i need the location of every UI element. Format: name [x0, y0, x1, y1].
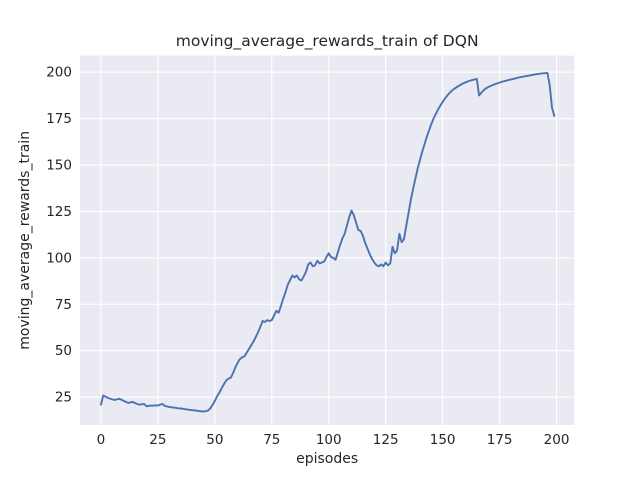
y-tick-label: 200	[46, 65, 72, 81]
y-tick-label: 125	[46, 204, 72, 220]
x-tick-label: 25	[149, 432, 166, 448]
y-axis-label: moving_average_rewards_train	[17, 131, 33, 350]
x-tick-label: 200	[544, 432, 570, 448]
x-tick-label: 125	[373, 432, 399, 448]
x-tick-label: 175	[487, 432, 513, 448]
chart-title: moving_average_rewards_train of DQN	[176, 32, 479, 51]
x-tick-label: 50	[206, 432, 223, 448]
y-tick-label: 25	[55, 390, 72, 406]
y-tick-label: 75	[55, 297, 72, 313]
x-axis-label: episodes	[296, 451, 358, 467]
x-tick-label: 75	[263, 432, 280, 448]
plot-area	[80, 55, 575, 425]
x-tick-labels: 0 25 50 75 100 125 150 175 200	[97, 432, 570, 448]
x-tick-label: 100	[316, 432, 342, 448]
gridlines	[80, 55, 575, 425]
x-tick-label: 0	[97, 432, 106, 448]
y-tick-label: 175	[46, 111, 72, 127]
y-tick-label: 50	[55, 343, 72, 359]
y-tick-labels: 25 50 75 100 125 150 175 200	[46, 65, 72, 406]
reward-line	[100, 72, 556, 413]
y-tick-label: 150	[46, 158, 72, 174]
x-tick-label: 150	[430, 432, 456, 448]
y-tick-label: 100	[46, 250, 72, 266]
